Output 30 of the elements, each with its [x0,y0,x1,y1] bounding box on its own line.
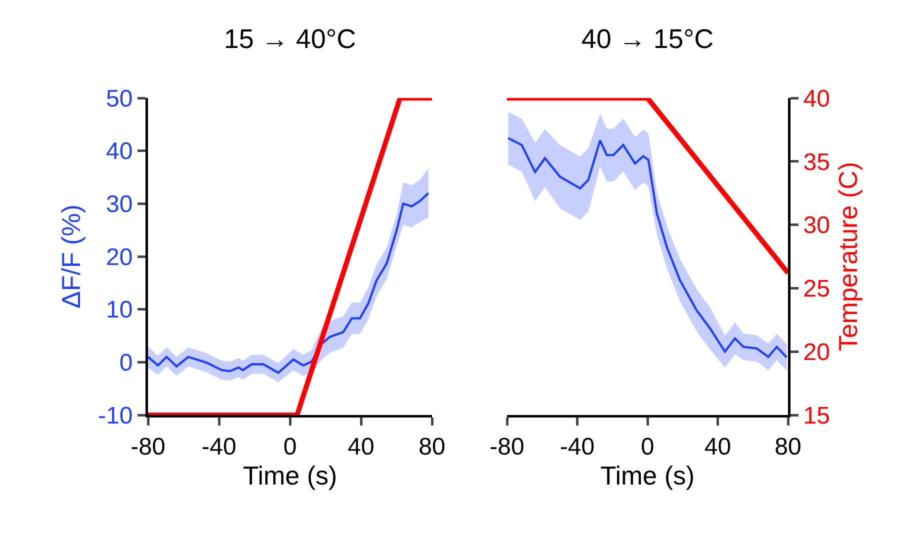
y2-tick-label: 30 [803,212,830,240]
y-tick-label: 10 [106,296,133,324]
y2-tick-label: 40 [803,85,830,112]
x-tick-label: 0 [640,433,654,460]
chart-title: 15 → 40°C [224,24,356,54]
y2-tick-label: 15 [803,402,830,430]
y-tick-label: 30 [106,191,133,218]
x-tick-label: 40 [704,433,732,460]
x-axis-title: Time (s) [600,460,695,490]
line-series [148,192,430,374]
x-tick-label: -80 [490,433,524,460]
x-tick-label: 0 [283,433,297,460]
x-tick-label: -80 [130,433,166,460]
y-tick-label: 50 [106,85,133,112]
x-tick-label: 80 [774,433,802,460]
x-tick-label: -40 [560,433,595,460]
chart-title: 40 → 15°C [581,24,714,54]
y-tick-label: 0 [119,350,133,377]
y2-tick-label: 20 [803,339,830,366]
x-tick-label: 40 [348,433,374,460]
y2-tick-label: 25 [803,276,830,303]
x-tick-label: -40 [202,433,236,460]
y-tick-label: 40 [106,138,133,166]
y2-tick-label: 35 [803,148,830,176]
y2-axis-title: Temperature (C) [832,162,863,352]
y-tick-label: 20 [106,244,133,271]
y-axis-title: ΔF/F (%) [56,204,86,309]
x-tick-label: 80 [418,433,446,460]
y-tick-label: -10 [98,402,133,430]
x-axis-title: Time (s) [242,460,338,490]
